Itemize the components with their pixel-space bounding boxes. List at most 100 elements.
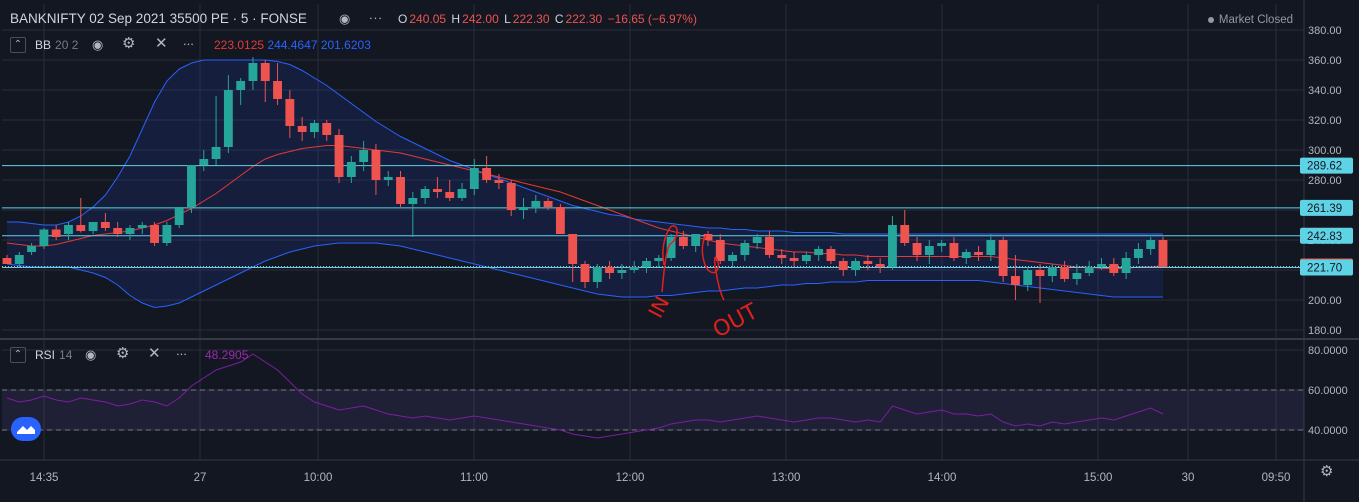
candle[interactable] <box>310 123 319 132</box>
candle[interactable] <box>629 267 639 270</box>
candle[interactable] <box>838 261 848 270</box>
candle[interactable] <box>1060 267 1070 279</box>
candle[interactable] <box>1109 264 1119 273</box>
candle[interactable] <box>1047 267 1057 276</box>
candle[interactable] <box>322 123 332 135</box>
candle[interactable] <box>27 246 37 252</box>
collapse-icon[interactable]: ⌃ <box>10 37 26 53</box>
candle[interactable] <box>260 63 270 81</box>
candle[interactable] <box>924 246 934 255</box>
candle[interactable] <box>912 243 922 255</box>
candle[interactable] <box>236 81 246 90</box>
rsi-close-icon[interactable]: ✕ <box>148 345 161 362</box>
candle[interactable] <box>851 261 860 270</box>
candle[interactable] <box>666 237 676 258</box>
candle[interactable] <box>1097 264 1106 267</box>
bb-eye-icon[interactable]: ◉ <box>92 37 104 52</box>
candle[interactable] <box>359 150 369 162</box>
candle[interactable] <box>961 252 971 258</box>
candle[interactable] <box>617 270 627 273</box>
bb-close-icon[interactable]: ✕ <box>155 35 168 52</box>
candle[interactable] <box>396 177 405 204</box>
candle[interactable] <box>740 243 750 255</box>
candle[interactable] <box>801 255 811 261</box>
candle[interactable] <box>211 147 221 159</box>
candle[interactable] <box>420 189 430 198</box>
rsi-more-icon[interactable]: ∙∙∙ <box>176 346 187 361</box>
candle[interactable] <box>1010 276 1020 285</box>
candle[interactable] <box>14 255 24 264</box>
candle[interactable] <box>150 225 160 243</box>
candle[interactable] <box>715 240 725 261</box>
candle[interactable] <box>543 201 553 207</box>
bb-label[interactable]: BB <box>35 38 52 52</box>
candle[interactable] <box>814 249 824 255</box>
candle[interactable] <box>482 168 492 180</box>
candle[interactable] <box>346 162 356 177</box>
more-icon[interactable]: ∙∙∙ <box>369 10 383 25</box>
bb-settings-icon[interactable]: ⚙ <box>122 35 136 52</box>
candle[interactable] <box>100 222 110 228</box>
candle[interactable] <box>137 225 147 228</box>
candle[interactable] <box>64 225 73 234</box>
candle[interactable] <box>592 267 602 282</box>
candle[interactable] <box>187 165 196 207</box>
candle[interactable] <box>531 201 541 207</box>
candle[interactable] <box>506 183 516 210</box>
candle[interactable] <box>703 234 713 240</box>
candle[interactable] <box>728 255 738 261</box>
candle[interactable] <box>223 90 233 147</box>
candle[interactable] <box>445 192 455 198</box>
candle[interactable] <box>777 255 787 258</box>
candle[interactable] <box>457 189 467 198</box>
settings-gear-icon[interactable]: ⚙ <box>1320 463 1334 480</box>
candle[interactable] <box>765 237 774 255</box>
tradingview-logo[interactable] <box>11 417 41 441</box>
candle[interactable] <box>888 225 897 267</box>
rsi-label[interactable]: RSI <box>35 348 56 362</box>
candle[interactable] <box>174 207 184 225</box>
symbol-title[interactable]: BANKNIFTY 02 Sep 2021 35500 PE · 5 · FON… <box>10 11 307 26</box>
candle[interactable] <box>1158 240 1168 267</box>
candle[interactable] <box>2 258 12 264</box>
candle[interactable] <box>88 222 98 231</box>
candle[interactable] <box>76 225 86 231</box>
candle[interactable] <box>642 261 651 267</box>
candle[interactable] <box>678 237 688 246</box>
candle[interactable] <box>568 234 578 264</box>
candle[interactable] <box>605 267 615 273</box>
candle[interactable] <box>900 225 910 243</box>
rsi-collapse-icon[interactable]: ⌃ <box>10 347 26 363</box>
candle[interactable] <box>39 229 49 247</box>
rsi-settings-icon[interactable]: ⚙ <box>116 345 130 362</box>
candle[interactable] <box>691 234 701 246</box>
candle[interactable] <box>1084 267 1094 273</box>
rsi-eye-icon[interactable]: ◉ <box>85 347 97 362</box>
candle[interactable] <box>998 240 1008 276</box>
candle[interactable] <box>752 237 762 243</box>
candle[interactable] <box>875 264 885 267</box>
candle[interactable] <box>1146 240 1156 249</box>
bb-more-icon[interactable]: ∙∙∙ <box>183 36 194 51</box>
candle[interactable] <box>1023 270 1033 285</box>
candle[interactable] <box>1035 270 1045 276</box>
candle[interactable] <box>51 229 61 238</box>
candle[interactable] <box>1121 258 1131 273</box>
candle[interactable] <box>937 243 947 246</box>
candle[interactable] <box>334 135 344 177</box>
candle[interactable] <box>162 225 172 243</box>
candle[interactable] <box>494 180 504 183</box>
candle[interactable] <box>432 189 442 192</box>
candle[interactable] <box>199 159 209 165</box>
candle[interactable] <box>125 228 135 234</box>
candle[interactable] <box>408 198 418 204</box>
candle[interactable] <box>519 207 528 210</box>
candle[interactable] <box>826 249 836 261</box>
candle[interactable] <box>789 258 799 261</box>
candle[interactable] <box>580 264 590 282</box>
candle[interactable] <box>974 252 983 255</box>
candle[interactable] <box>654 258 664 261</box>
candle[interactable] <box>949 243 959 258</box>
candle[interactable] <box>863 261 873 264</box>
